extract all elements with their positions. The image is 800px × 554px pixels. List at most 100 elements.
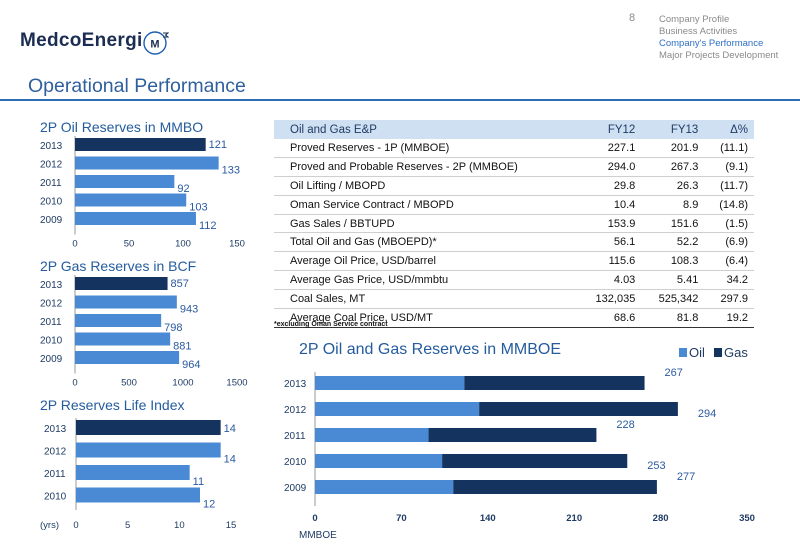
gas-chart-data-label: 857 bbox=[171, 278, 189, 290]
gas-chart-data-label: 881 bbox=[173, 341, 191, 353]
oil-chart-bar bbox=[75, 138, 206, 151]
stacked-category-label: 2012 bbox=[284, 405, 307, 416]
stacked-bar-gas bbox=[479, 402, 678, 416]
nav-item-major-projects[interactable]: Major Projects Development bbox=[659, 50, 779, 61]
stacked-bar-oil bbox=[315, 402, 480, 416]
stacked-legend-label: Oil bbox=[689, 345, 705, 360]
table-cell-metric: Coal Sales, MT bbox=[274, 289, 579, 310]
table-cell-fy13: 81.8 bbox=[641, 308, 705, 328]
company-logo-text: MedcoEnergi bbox=[20, 30, 143, 51]
gas-chart-bar bbox=[75, 314, 162, 327]
life-index-chart-title: 2P Reserves Life Index bbox=[40, 397, 185, 413]
stacked-category-label: 2009 bbox=[284, 483, 307, 494]
table-cell-fy12: 4.03 bbox=[578, 270, 642, 291]
table-cell-change: (11.7) bbox=[704, 176, 754, 196]
gas-chart-bar bbox=[75, 295, 177, 309]
table-footnote: *excluding Oman Service contract bbox=[274, 321, 388, 328]
gas-chart-category-label: 2009 bbox=[40, 354, 63, 365]
oil-chart-bar bbox=[75, 175, 175, 188]
stacked-category-label: 2010 bbox=[284, 457, 307, 468]
oil-chart-data-label: 112 bbox=[199, 220, 217, 232]
oil-chart-category-label: 2009 bbox=[40, 215, 63, 226]
gas-chart-tick-label: 1000 bbox=[172, 378, 193, 389]
page-title: Operational Performance bbox=[28, 75, 246, 97]
life-chart-data-label: 12 bbox=[203, 499, 215, 511]
life-chart-data-label: 14 bbox=[224, 423, 236, 435]
oil-chart-category-label: 2010 bbox=[40, 197, 63, 208]
stacked-tick-label: 210 bbox=[566, 513, 582, 524]
gas-chart-tick-label: 1500 bbox=[226, 378, 247, 389]
table-header-fy13: FY13 bbox=[641, 120, 705, 139]
stacked-bar-gas bbox=[464, 376, 645, 390]
table-cell-metric: Average Oil Price, USD/barrel bbox=[274, 251, 579, 272]
table-header-fy12: FY12 bbox=[578, 120, 642, 139]
table-row: Average Oil Price, USD/barrel 115.6 108.3(… bbox=[274, 251, 754, 272]
table-cell-metric: Oil Lifting / MBOPD bbox=[274, 176, 579, 196]
gas-chart-tick-label: 500 bbox=[121, 378, 137, 389]
life-chart-data-label: 14 bbox=[224, 454, 236, 466]
stacked-bar-oil bbox=[315, 428, 429, 442]
table-cell-fy12: 294.0 bbox=[578, 157, 642, 177]
table-cell-fy13: 8.9 bbox=[641, 195, 705, 215]
table-row: Oil Lifting / MBOPD 29.8 26.3 (11.7) bbox=[274, 176, 754, 196]
nav-item-company-profile[interactable]: Company Profile bbox=[659, 14, 730, 25]
table-row: Proved and Probable Reserves - 2P (MMBOE… bbox=[274, 157, 754, 177]
table-cell-metric: Proved Reserves - 1P (MMBOE) bbox=[274, 139, 579, 158]
life-chart-tick-label: 10 bbox=[174, 520, 185, 530]
table-cell-fy13: 267.3 bbox=[641, 157, 705, 177]
table-row: Total Oil and Gas (MBOEPD)* 56.1 52.2 (6.9) bbox=[274, 232, 754, 253]
stacked-bar-oil bbox=[315, 376, 465, 390]
table-cell-metric: Total Oil and Gas (MBOEPD)* bbox=[274, 232, 579, 253]
table-cell-change: (9.1) bbox=[704, 157, 754, 177]
life-chart-category-label: 2010 bbox=[44, 492, 67, 503]
table-cell-change: (1.5) bbox=[704, 214, 754, 234]
oil-chart-category-label: 2013 bbox=[40, 141, 63, 152]
page-number: 8 bbox=[629, 12, 636, 24]
company-logo-icon: M bbox=[143, 31, 169, 55]
life-chart-bar bbox=[76, 487, 200, 503]
gas-chart-category-label: 2012 bbox=[40, 299, 63, 310]
gas-chart-bar bbox=[75, 277, 168, 290]
table-cell-fy13: 201.9 bbox=[641, 139, 705, 158]
gas-chart-bar bbox=[75, 351, 180, 364]
table-cell-fy12: 153.9 bbox=[578, 214, 642, 234]
stacked-category-label: 2013 bbox=[284, 379, 307, 390]
table-cell-fy13: 108.3 bbox=[641, 251, 705, 272]
nav-item-company-performance[interactable]: Company's Performance bbox=[659, 38, 764, 49]
oil-reserves-chart: 2013 121 2012 133 2011 92 2010 103 2009 112 0 50 100… bbox=[40, 136, 245, 250]
stacked-bar-gas bbox=[428, 428, 597, 442]
table-cell-metric: Oman Service Contract / MBOPD bbox=[274, 195, 579, 215]
table-cell-metric: Average Gas Price, USD/mmbtu bbox=[274, 270, 579, 291]
table-cell-metric: Proved and Probable Reserves - 2P (MMBOE… bbox=[274, 157, 579, 177]
stacked-tick-label: 350 bbox=[739, 513, 755, 524]
stacked-chart-title: 2P Oil and Gas Reserves in MMBOE bbox=[299, 341, 562, 358]
stacked-total-label: 294 bbox=[698, 408, 716, 420]
gas-chart-category-label: 2011 bbox=[40, 317, 62, 328]
nav-item-business-activities[interactable]: Business Activities bbox=[659, 26, 738, 37]
gas-chart-data-label: 964 bbox=[182, 359, 200, 371]
table-cell-change: 19.2 bbox=[704, 308, 754, 328]
section-nav: Company Profile Business Activities Comp… bbox=[659, 14, 778, 62]
table-row: Oman Service Contract / MBOPD 10.4 8.9 (14.… bbox=[274, 195, 754, 215]
stacked-legend-swatch bbox=[714, 348, 722, 357]
table-cell-metric: Average Coal Price, USD/MT bbox=[274, 308, 579, 328]
table-cell-fy12: 115.6 bbox=[578, 251, 642, 272]
table-header-change: Δ% bbox=[704, 120, 754, 139]
stacked-bar-gas bbox=[453, 480, 657, 494]
life-chart-category-label: 2012 bbox=[44, 447, 67, 458]
logo-mark-letter: M bbox=[150, 39, 159, 51]
stacked-tick-label: 0 bbox=[312, 513, 317, 524]
gas-chart-tick-label: 0 bbox=[72, 378, 77, 389]
gas-reserves-chart-title: 2P Gas Reserves in BCF bbox=[40, 258, 197, 274]
oil-chart-bar bbox=[75, 193, 187, 207]
reserves-stacked-chart: Oil Gas 2013 267 2012 294 2011 228 2010 253 2009 27… bbox=[284, 345, 755, 540]
life-chart-category-label: 2013 bbox=[44, 424, 67, 435]
table-cell-fy12: 10.4 bbox=[578, 195, 642, 215]
stacked-legend-label: Gas bbox=[724, 345, 748, 360]
stacked-axis-label: MMBOE bbox=[299, 530, 337, 540]
oil-chart-tick-label: 50 bbox=[124, 239, 135, 250]
stacked-bar-gas bbox=[442, 454, 628, 468]
gas-chart-bar bbox=[75, 332, 171, 346]
table-cell-fy12: 68.6 bbox=[578, 308, 642, 328]
life-chart-category-label: 2011 bbox=[44, 469, 66, 480]
